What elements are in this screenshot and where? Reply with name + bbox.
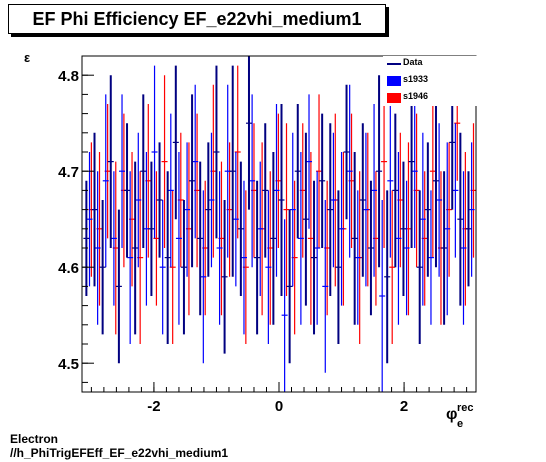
- x-axis-title-sup: rec: [457, 402, 474, 414]
- legend: Data s1933 s1946: [383, 56, 477, 106]
- y-axis-title: ε: [24, 50, 31, 65]
- x-axis-title-main: φ: [446, 406, 458, 423]
- series-s1946: [88, 65, 477, 344]
- legend-item-s1933: s1933: [383, 73, 477, 89]
- footer-line-1: Electron: [10, 432, 59, 446]
- legend-label-s1933: s1933: [403, 74, 429, 84]
- legend-key-s1946: [387, 93, 401, 103]
- x-tick-label: -2: [147, 398, 160, 415]
- footer-line-2: //h_PhiTrigEFEff_EF_e22vhi_medium1: [10, 446, 229, 460]
- y-tick-label: 4.6: [58, 260, 79, 277]
- axes-layer: -2 0 2 4.5 4.6 4.7 4.8: [58, 55, 468, 415]
- legend-key-data: [387, 63, 401, 65]
- y-tick-label: 4.8: [58, 68, 79, 85]
- series-layer: [83, 56, 477, 392]
- x-tick-label: 0: [275, 398, 283, 415]
- legend-item-s1946: s1946: [383, 90, 477, 106]
- series-data: [83, 56, 472, 364]
- x-tick-label: 2: [400, 398, 408, 415]
- legend-label-s1946: s1946: [403, 91, 429, 101]
- y-tick-label: 4.7: [58, 164, 79, 181]
- series-s1933: [86, 65, 475, 392]
- x-axis-title: φ rec e: [446, 402, 474, 430]
- x-axis-title-sub: e: [457, 418, 464, 430]
- legend-item-data: Data: [383, 56, 477, 72]
- legend-label-data: Data: [403, 57, 423, 67]
- chart-title: EF Phi Efficiency EF_e22vhi_medium1: [8, 4, 386, 34]
- y-tick-label: 4.5: [58, 356, 79, 373]
- legend-key-s1933: [387, 76, 401, 86]
